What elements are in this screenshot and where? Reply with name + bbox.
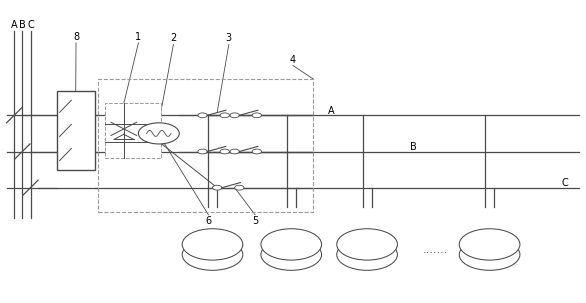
Circle shape	[459, 239, 520, 270]
Circle shape	[261, 229, 322, 260]
Circle shape	[220, 113, 229, 118]
Circle shape	[337, 239, 397, 270]
Text: B: B	[19, 20, 26, 30]
Circle shape	[198, 149, 207, 154]
Circle shape	[213, 185, 222, 190]
Circle shape	[252, 149, 261, 154]
Text: 4: 4	[290, 55, 296, 65]
Bar	[57, 91, 95, 170]
Text: C: C	[27, 20, 34, 30]
Text: B: B	[410, 142, 417, 152]
Circle shape	[138, 123, 179, 144]
Text: 8: 8	[73, 32, 79, 42]
Text: 1: 1	[135, 32, 141, 42]
Circle shape	[337, 229, 397, 260]
Text: C: C	[561, 178, 568, 188]
Circle shape	[198, 113, 207, 118]
Text: 2: 2	[171, 33, 176, 43]
Circle shape	[182, 229, 243, 260]
Text: .......: .......	[423, 245, 449, 255]
Circle shape	[230, 149, 239, 154]
Text: 7: 7	[208, 251, 214, 261]
Bar	[98, 79, 314, 212]
Circle shape	[234, 185, 244, 190]
Text: A: A	[11, 20, 18, 30]
Circle shape	[182, 239, 243, 270]
Circle shape	[220, 149, 229, 154]
Bar	[105, 103, 161, 158]
Text: 3: 3	[226, 33, 232, 43]
Text: 6: 6	[205, 216, 212, 226]
Circle shape	[252, 113, 261, 118]
Circle shape	[230, 113, 239, 118]
Circle shape	[459, 229, 520, 260]
Text: A: A	[328, 106, 335, 116]
Circle shape	[261, 239, 322, 270]
Text: 5: 5	[252, 216, 258, 226]
